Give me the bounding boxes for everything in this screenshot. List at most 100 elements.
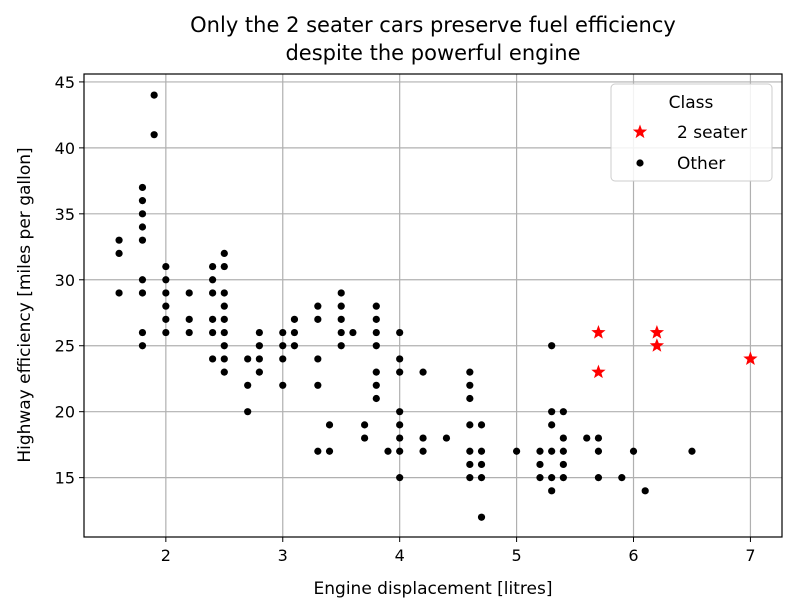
data-point-other [337, 315, 345, 323]
data-point-other [115, 236, 123, 244]
data-point-other [279, 328, 287, 337]
data-point-other [548, 474, 556, 482]
data-point-other [138, 328, 147, 337]
data-point-other [325, 447, 334, 455]
y-tick-label: 20 [55, 403, 75, 422]
data-point-other [314, 315, 322, 323]
y-tick-label: 40 [55, 139, 75, 158]
data-point-other [162, 302, 170, 310]
data-point-other [594, 434, 603, 442]
data-point-other [466, 474, 474, 482]
data-point-other [290, 342, 299, 350]
data-point-other [314, 381, 322, 389]
data-point-other [618, 474, 626, 482]
data-point-other [185, 328, 193, 337]
data-point-2-seater [743, 351, 758, 365]
data-point-other [209, 276, 217, 284]
legend-frame [610, 83, 773, 182]
data-point-other [314, 302, 322, 310]
chart-title-line2: despite the powerful engine [285, 41, 580, 65]
legend-title: Class [669, 93, 714, 113]
data-point-other [512, 447, 521, 455]
data-point-other [372, 381, 380, 389]
data-point-other [536, 460, 544, 469]
legend: Class 2 seater Other [610, 83, 773, 182]
data-point-other [138, 289, 147, 297]
legend-label-2-seater: 2 seater [677, 123, 747, 143]
y-axis-label: Highway efficiency [miles per gallon] [15, 147, 35, 462]
data-point-other [162, 276, 170, 284]
data-point-other [162, 262, 170, 271]
data-point-other [466, 368, 474, 376]
data-point-other [279, 355, 287, 363]
y-tick-label: 30 [55, 271, 75, 290]
data-point-other [290, 328, 299, 337]
data-point-other [396, 421, 404, 429]
data-point-other [629, 447, 638, 455]
plot-frame [83, 73, 783, 538]
data-point-other [583, 434, 591, 442]
x-tick-label: 3 [278, 546, 288, 565]
data-point-other [396, 474, 404, 482]
data-point-other [396, 328, 404, 337]
data-point-other [419, 434, 427, 442]
data-point-other [559, 474, 567, 482]
data-point-other [255, 355, 263, 363]
data-point-other [477, 513, 486, 521]
data-point-other [548, 487, 556, 495]
data-point-other [477, 447, 486, 455]
data-point-other [138, 197, 147, 205]
data-point-other [548, 421, 556, 429]
data-point-other [162, 289, 170, 297]
data-point-other [372, 394, 380, 403]
data-point-other [138, 210, 147, 218]
data-point-other [138, 183, 147, 192]
data-point-other [220, 262, 228, 271]
data-point-other [314, 355, 322, 363]
x-axis-label: Engine displacement [litres] [314, 579, 553, 599]
data-point-other [419, 447, 427, 455]
data-point-other [372, 302, 380, 310]
data-point-other [548, 342, 556, 350]
data-point-2-seater [591, 325, 606, 339]
data-point-other [396, 355, 404, 363]
data-point-other [138, 342, 147, 350]
data-point-other [279, 381, 287, 389]
data-point-other [419, 368, 427, 376]
data-point-other [594, 474, 603, 482]
data-point-other [115, 249, 123, 257]
data-point-other [372, 368, 380, 376]
data-point-other [559, 447, 567, 455]
data-point-other [372, 328, 380, 337]
data-point-other [220, 315, 228, 323]
x-tick-label: 7 [745, 546, 755, 565]
data-point-other [442, 434, 451, 442]
data-point-other [209, 328, 217, 337]
data-point-other [115, 289, 123, 297]
data-point-other [255, 368, 263, 376]
data-point-other [325, 421, 334, 429]
data-point-other [466, 394, 474, 403]
data-point-other [466, 460, 474, 469]
data-point-other [641, 487, 649, 495]
data-point-other [688, 447, 696, 455]
x-tick-label: 2 [161, 546, 171, 565]
data-point-other [337, 328, 345, 337]
data-point-other [559, 460, 567, 469]
data-point-other [162, 315, 170, 323]
data-point-other [314, 447, 322, 455]
data-point-other [384, 447, 392, 455]
data-point-other [548, 408, 556, 416]
y-tick-label: 25 [55, 337, 75, 356]
y-tick-label: 45 [55, 73, 75, 92]
data-points [115, 91, 758, 521]
data-point-other [220, 289, 228, 297]
data-point-other [559, 434, 567, 442]
legend-marker-dot-icon [636, 159, 644, 167]
data-point-other [548, 447, 556, 455]
legend-label-other: Other [677, 154, 725, 174]
data-point-other [138, 276, 147, 284]
x-tick-label: 6 [628, 546, 638, 565]
y-tick-label: 15 [55, 469, 75, 488]
